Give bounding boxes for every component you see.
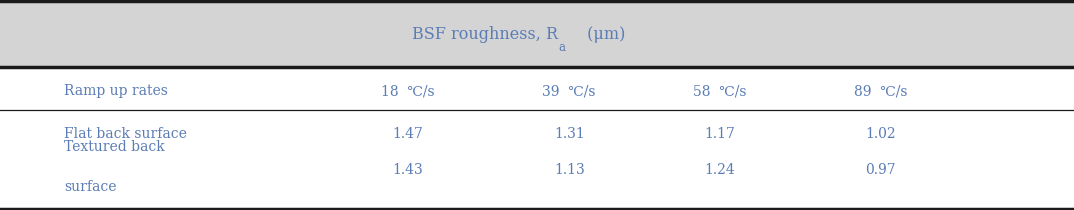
Text: a: a [558,41,566,54]
Text: BSF roughness, R: BSF roughness, R [412,26,558,43]
Text: 1.13: 1.13 [554,163,584,177]
Text: 18  ℃/s: 18 ℃/s [381,84,435,98]
Text: 1.17: 1.17 [705,127,735,141]
Text: Ramp up rates: Ramp up rates [64,84,169,98]
Text: 0.97: 0.97 [866,163,896,177]
Text: Flat back surface: Flat back surface [64,127,187,141]
Text: 58  ℃/s: 58 ℃/s [693,84,746,98]
Text: 89  ℃/s: 89 ℃/s [854,84,908,98]
Text: 1.02: 1.02 [866,127,896,141]
Bar [0,0,1074,67]
Text: surface: surface [64,180,117,194]
Text: 39  ℃/s: 39 ℃/s [542,84,596,98]
Text: (μm): (μm) [582,26,625,43]
Text: 1.31: 1.31 [554,127,584,141]
Text: 1.43: 1.43 [393,163,423,177]
Text: 1.47: 1.47 [393,127,423,141]
Text: Textured back: Textured back [64,140,165,154]
Text: 1.24: 1.24 [705,163,735,177]
